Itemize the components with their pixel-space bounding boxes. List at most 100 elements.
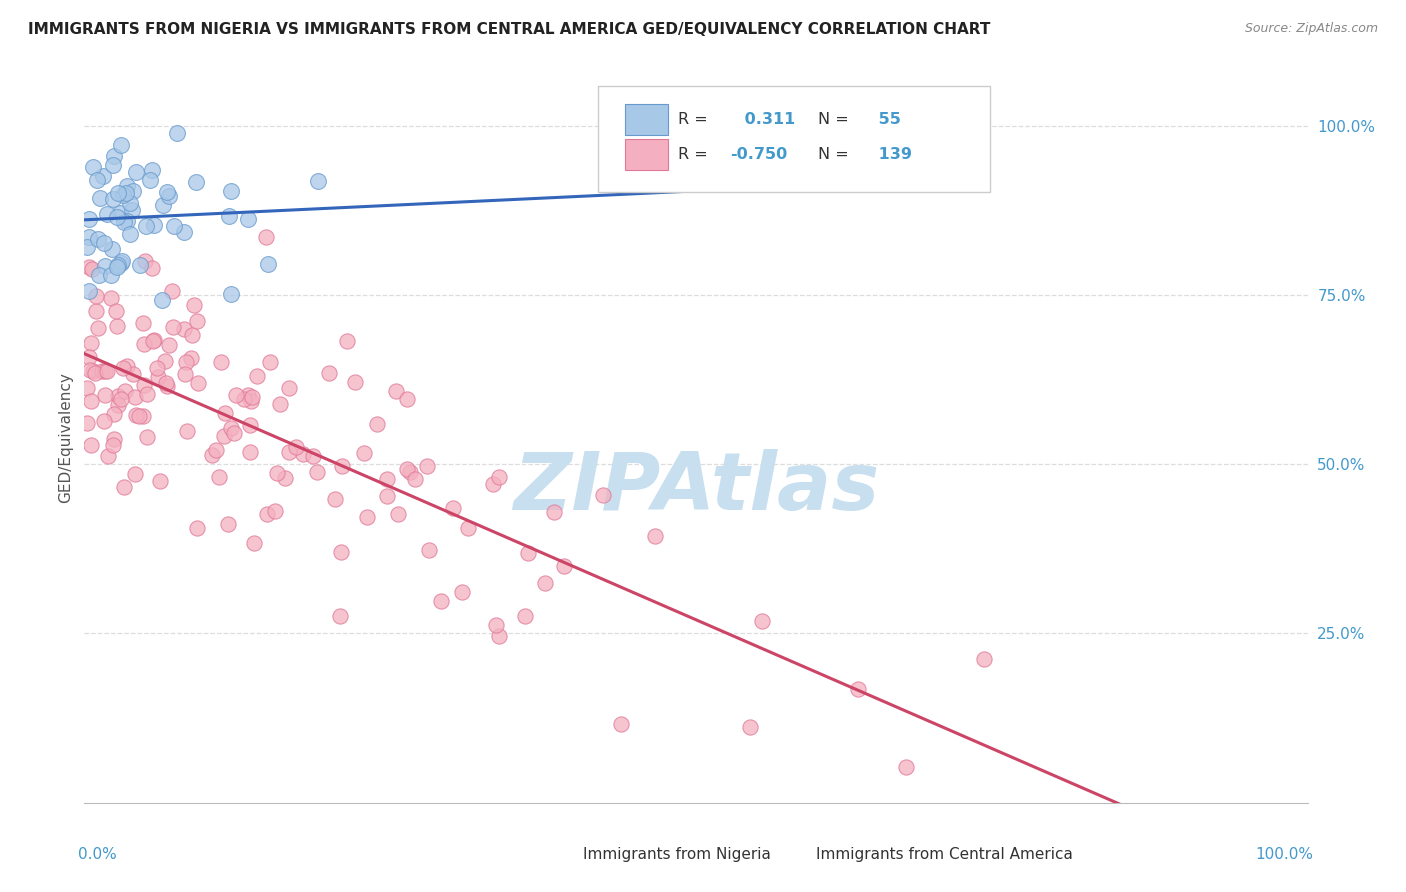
Text: ZIPAtlas: ZIPAtlas xyxy=(513,450,879,527)
Point xyxy=(139,173,162,187)
Point xyxy=(86,173,108,187)
Point xyxy=(79,363,101,377)
Text: 55: 55 xyxy=(873,112,901,128)
Text: -0.750: -0.750 xyxy=(730,147,787,162)
Point xyxy=(301,449,323,463)
Point xyxy=(183,298,205,312)
Point xyxy=(150,293,173,308)
Point xyxy=(162,319,184,334)
Point xyxy=(264,504,287,518)
Point xyxy=(225,388,247,402)
Point xyxy=(96,364,118,378)
Point xyxy=(105,260,128,274)
Point xyxy=(269,397,291,411)
Point xyxy=(122,184,145,198)
Point xyxy=(132,316,155,330)
Y-axis label: GED/Equivalency: GED/Equivalency xyxy=(58,372,73,502)
Point xyxy=(217,516,239,531)
Point xyxy=(186,521,208,535)
Point xyxy=(751,615,773,629)
Point xyxy=(146,360,169,375)
Point xyxy=(396,462,419,476)
Text: R =: R = xyxy=(678,112,707,128)
Text: Immigrants from Nigeria: Immigrants from Nigeria xyxy=(583,847,772,862)
Point xyxy=(356,509,378,524)
Point xyxy=(395,392,418,406)
Point xyxy=(330,458,353,473)
Point xyxy=(485,617,508,632)
Point xyxy=(110,137,132,152)
Point xyxy=(240,390,263,404)
Point xyxy=(93,364,115,378)
Point xyxy=(110,392,132,407)
Point xyxy=(103,149,125,163)
Point xyxy=(416,459,439,474)
Point xyxy=(457,520,479,534)
Point xyxy=(256,507,278,521)
Point xyxy=(534,576,557,591)
Text: 139: 139 xyxy=(873,147,912,162)
Point xyxy=(173,322,195,336)
Point xyxy=(236,211,259,226)
Point xyxy=(173,225,195,239)
Point xyxy=(353,446,375,460)
Point xyxy=(318,366,340,380)
Point xyxy=(118,195,141,210)
Point xyxy=(100,291,122,305)
Point xyxy=(121,203,143,218)
FancyBboxPatch shape xyxy=(626,104,668,135)
Point xyxy=(254,230,277,244)
Point xyxy=(219,420,242,434)
Point xyxy=(112,480,135,494)
Point xyxy=(156,185,179,199)
Point xyxy=(166,126,188,140)
Text: IMMIGRANTS FROM NIGERIA VS IMMIGRANTS FROM CENTRAL AMERICA GED/EQUIVALENCY CORRE: IMMIGRANTS FROM NIGERIA VS IMMIGRANTS FR… xyxy=(28,22,990,37)
Point xyxy=(239,444,262,458)
Point xyxy=(239,417,262,432)
Point xyxy=(239,393,262,408)
Point xyxy=(212,429,235,443)
Point xyxy=(134,254,156,268)
Point xyxy=(180,351,202,365)
Point xyxy=(152,198,174,212)
Text: R =: R = xyxy=(678,147,707,162)
Point xyxy=(114,186,136,200)
Point xyxy=(77,230,100,244)
Point xyxy=(115,359,138,373)
Point xyxy=(740,719,762,733)
Point xyxy=(76,381,98,395)
Point xyxy=(105,211,128,225)
Point xyxy=(418,543,440,558)
Point xyxy=(307,173,329,187)
Point xyxy=(79,438,101,452)
Point xyxy=(243,536,266,550)
Point xyxy=(77,211,100,226)
Point xyxy=(148,370,170,384)
Point xyxy=(142,219,165,233)
Point xyxy=(77,350,100,364)
Point xyxy=(89,191,111,205)
Point xyxy=(375,489,398,503)
Point xyxy=(100,268,122,282)
Point xyxy=(76,240,98,254)
Point xyxy=(141,163,163,178)
Point xyxy=(451,585,474,599)
Point xyxy=(187,376,209,391)
Point xyxy=(278,445,301,459)
Text: N =: N = xyxy=(818,112,849,128)
Point xyxy=(135,386,157,401)
Point xyxy=(141,260,163,275)
Point xyxy=(399,465,422,479)
Point xyxy=(157,189,180,203)
Point xyxy=(77,260,100,275)
Point xyxy=(80,394,103,409)
Point xyxy=(232,392,254,407)
Point xyxy=(610,716,633,731)
Point xyxy=(129,258,152,272)
Point xyxy=(441,501,464,516)
Point xyxy=(553,558,575,573)
Point xyxy=(329,609,352,624)
Point xyxy=(156,378,179,392)
Point xyxy=(84,366,107,380)
Point xyxy=(112,215,135,229)
